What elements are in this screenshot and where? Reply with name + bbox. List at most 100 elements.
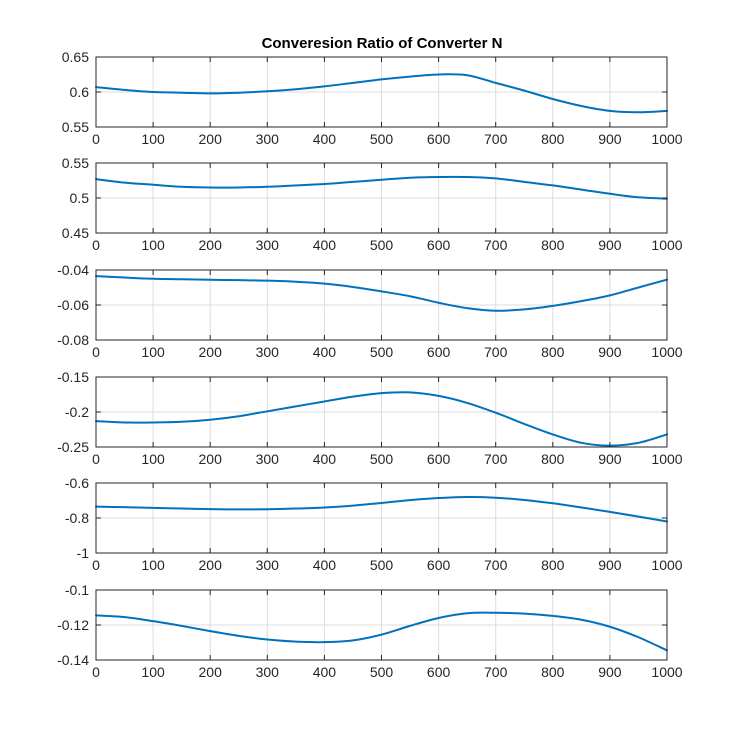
subplot-2: 0 100 200 300 400 500 600 700 800 900 1000 0.45 0.5 0…	[62, 155, 683, 253]
x-tick-label: 100	[141, 451, 165, 467]
x-tick-label: 400	[313, 344, 337, 360]
x-tick-label: 200	[199, 557, 223, 573]
y-tick-label: -0.06	[57, 297, 89, 313]
y-tick-label: -0.8	[65, 510, 89, 526]
x-tick-label: 800	[541, 664, 565, 680]
x-tick-label: 500	[370, 451, 394, 467]
x-tick-label: 300	[256, 451, 280, 467]
series-line	[95, 391, 668, 447]
x-tick-label: 800	[541, 131, 565, 147]
series-line	[95, 495, 668, 523]
y-tick-label: -0.25	[57, 439, 89, 455]
x-tick-label: 600	[427, 237, 451, 253]
y-tick-label: 0.55	[62, 155, 89, 171]
x-tick-label: 600	[427, 557, 451, 573]
x-tick-label: 400	[313, 557, 337, 573]
x-tick-label: 800	[541, 237, 565, 253]
x-tick-label: 700	[484, 131, 508, 147]
subplot-5: 0 100 200 300 400 500 600 700 800 900 1000 -1 -0.8 -0…	[65, 475, 683, 573]
x-tick-label: 300	[256, 131, 280, 147]
x-tick-label: 400	[313, 131, 337, 147]
x-tick-label: 100	[141, 237, 165, 253]
subplots: 0 100 200 300 400 500 600 700 800 900 10000.550.60…	[57, 49, 683, 680]
y-tick-label: 0.65	[62, 49, 89, 65]
x-tick-label: 1000	[651, 451, 682, 467]
y-tick-label: -0.08	[57, 332, 89, 348]
x-tick-label: 500	[370, 237, 394, 253]
x-tick-label: 1000	[651, 237, 682, 253]
x-tick-label: 600	[427, 451, 451, 467]
x-tick-label: 200	[199, 344, 223, 360]
y-tick-label: 0.5	[70, 190, 90, 206]
x-tick-label: 900	[598, 131, 622, 147]
y-tick-label: -0.04	[57, 262, 89, 278]
x-tick-label: 100	[141, 557, 165, 573]
x-tick-label: 600	[427, 664, 451, 680]
y-tick-label: 0.6	[70, 84, 90, 100]
series-line	[95, 275, 668, 312]
subplot-6: 0 100 200 300 400 500 600 700 800 900 1000 -0.14 -0.…	[57, 582, 683, 680]
x-tick-label: 900	[598, 451, 622, 467]
x-tick-label: 300	[256, 344, 280, 360]
x-tick-label: 100	[141, 344, 165, 360]
x-tick-label: 900	[598, 237, 622, 253]
x-tick-label: 700	[484, 451, 508, 467]
y-tick-label: 0.55	[62, 119, 89, 135]
y-tick-label: 0.45	[62, 225, 89, 241]
x-tick-label: 500	[370, 131, 394, 147]
y-tick-label: -1	[77, 545, 90, 561]
y-tick-label: -0.15	[57, 369, 89, 385]
x-tick-label: 700	[484, 664, 508, 680]
x-tick-label: 900	[598, 664, 622, 680]
x-tick-label: 1000	[651, 344, 682, 360]
x-tick-label: 500	[370, 344, 394, 360]
x-tick-label: 0	[92, 344, 100, 360]
x-tick-label: 700	[484, 237, 508, 253]
y-tick-label: -0.1	[65, 582, 89, 598]
series-line	[95, 611, 668, 652]
chart-title: Converesion Ratio of Converter N	[262, 35, 503, 52]
x-tick-label: 0	[92, 237, 100, 253]
x-tick-label: 300	[256, 557, 280, 573]
x-tick-label: 900	[598, 557, 622, 573]
x-tick-label: 0	[92, 131, 100, 147]
y-tick-label: -0.6	[65, 475, 89, 491]
x-tick-label: 400	[313, 237, 337, 253]
subplot-1: 0 100 200 300 400 500 600 700 800 900 1000 0.55 0.6 0…	[62, 49, 683, 147]
x-tick-label: 200	[199, 237, 223, 253]
x-tick-label: 1000	[651, 557, 682, 573]
x-tick-label: 1000	[651, 664, 682, 680]
x-tick-label: 700	[484, 344, 508, 360]
x-tick-label: 0	[92, 451, 100, 467]
x-tick-label: 800	[541, 344, 565, 360]
x-tick-label: 100	[141, 131, 165, 147]
x-tick-label: 800	[541, 451, 565, 467]
x-tick-label: 200	[199, 131, 223, 147]
y-tick-label: -0.12	[57, 617, 89, 633]
x-tick-label: 300	[256, 664, 280, 680]
x-tick-label: 100	[141, 664, 165, 680]
x-tick-label: 900	[598, 344, 622, 360]
x-tick-label: 200	[199, 664, 223, 680]
series-line	[95, 175, 668, 200]
x-tick-label: 700	[484, 557, 508, 573]
x-tick-label: 600	[427, 344, 451, 360]
subplot-3: 0 100 200 300 400 500 600 700 800 900 1000 -0.08 -0.…	[57, 262, 683, 360]
x-tick-label: 300	[256, 237, 280, 253]
x-tick-label: 0	[92, 664, 100, 680]
x-tick-label: 400	[313, 664, 337, 680]
y-tick-label: -0.14	[57, 652, 89, 668]
x-tick-label: 1000	[651, 131, 682, 147]
x-tick-label: 400	[313, 451, 337, 467]
x-tick-label: 200	[199, 451, 223, 467]
x-tick-label: 0	[92, 557, 100, 573]
x-tick-label: 500	[370, 664, 394, 680]
series-line	[95, 73, 668, 114]
subplot-4: 0 100 200 300 400 500 600 700 800 900 1000 -0.25 -0.…	[57, 369, 683, 467]
y-tick-label: -0.2	[65, 404, 89, 420]
x-tick-label: 600	[427, 131, 451, 147]
x-tick-label: 500	[370, 557, 394, 573]
x-tick-label: 800	[541, 557, 565, 573]
